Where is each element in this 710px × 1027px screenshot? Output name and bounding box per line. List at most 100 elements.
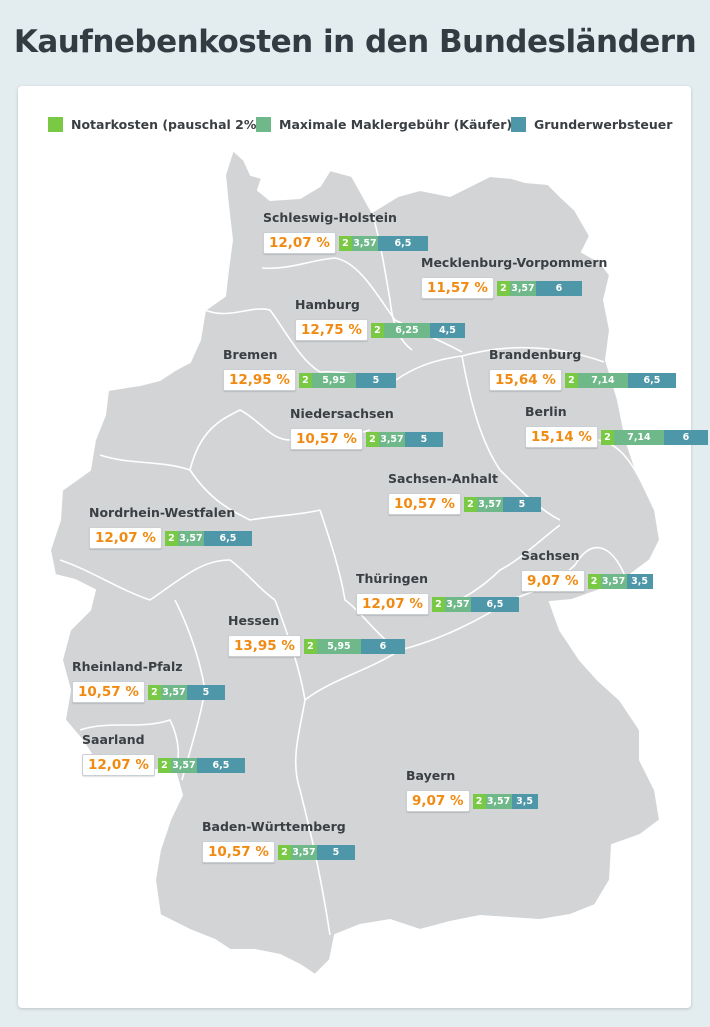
grunderwerb-segment: 5 xyxy=(355,373,396,388)
grunderwerb-segment: 5 xyxy=(316,845,355,860)
grunderwerb-segment: 5 xyxy=(186,685,225,700)
state-value-row: 10,57 % 2 3,57 5 xyxy=(388,493,541,515)
total-percent: 10,57 % xyxy=(72,681,145,703)
cost-bar: 2 3,57 5 xyxy=(365,432,443,447)
state-value-row: 12,07 % 2 3,57 6,5 xyxy=(263,232,428,254)
cost-bar: 2 7,14 6 xyxy=(600,430,708,445)
cost-bar: 2 6,25 4,5 xyxy=(370,323,465,338)
makler-segment: 3,57 xyxy=(600,574,627,589)
cost-bar: 2 3,57 6,5 xyxy=(164,531,252,546)
state-value-row: 12,95 % 2 5,95 5 xyxy=(223,369,396,391)
state-name: Sachsen-Anhalt xyxy=(388,471,498,486)
legend-label-grunderwerb: Grunderwerbsteuer xyxy=(534,117,673,132)
grunderwerb-segment: 3,5 xyxy=(626,574,653,589)
total-percent: 15,14 % xyxy=(525,426,598,448)
makler-segment: 3,57 xyxy=(177,531,204,546)
state-value-row: 15,14 % 2 7,14 6 xyxy=(525,426,708,448)
notar-segment: 2 xyxy=(463,497,477,512)
legend-swatch-grunderwerb xyxy=(511,117,526,132)
notar-segment: 2 xyxy=(365,432,379,447)
notar-segment: 2 xyxy=(496,281,510,296)
page-title: Kaufnebenkosten in den Bundesländern xyxy=(13,24,697,60)
state-value-row: 12,07 % 2 3,57 6,5 xyxy=(356,593,519,615)
notar-segment: 2 xyxy=(303,639,317,654)
state-value-row: 12,07 % 2 3,57 6,5 xyxy=(89,527,252,549)
makler-segment: 3,57 xyxy=(170,758,197,773)
total-percent: 12,75 % xyxy=(295,319,368,341)
grunderwerb-segment: 6 xyxy=(360,639,405,654)
makler-segment: 6,25 xyxy=(383,323,430,338)
total-percent: 15,64 % xyxy=(489,369,562,391)
legend: Notarkosten (pauschal 2%) Maximale Makle… xyxy=(0,117,710,137)
state-name: Bremen xyxy=(223,347,278,362)
notar-segment: 2 xyxy=(472,794,486,809)
state-value-row: 9,07 % 2 3,57 3,5 xyxy=(406,790,538,812)
state-name: Sachsen xyxy=(521,548,580,563)
state-value-row: 11,57 % 2 3,57 6 xyxy=(421,277,582,299)
state-name: Hamburg xyxy=(295,297,360,312)
cost-bar: 2 3,57 3,5 xyxy=(472,794,538,809)
notar-segment: 2 xyxy=(147,685,161,700)
total-percent: 10,57 % xyxy=(202,841,275,863)
state-name: Thüringen xyxy=(356,571,428,586)
grunderwerb-segment: 5 xyxy=(502,497,541,512)
notar-segment: 2 xyxy=(600,430,614,445)
notar-segment: 2 xyxy=(564,373,578,388)
total-percent: 9,07 % xyxy=(521,570,585,592)
grunderwerb-segment: 6 xyxy=(535,281,582,296)
notar-segment: 2 xyxy=(338,236,352,251)
makler-segment: 3,57 xyxy=(509,281,536,296)
cost-bar: 2 3,57 6,5 xyxy=(157,758,245,773)
cost-bar: 2 3,57 6 xyxy=(496,281,582,296)
legend-item-grunderwerb: Grunderwerbsteuer xyxy=(511,117,672,132)
makler-segment: 5,95 xyxy=(316,639,361,654)
grunderwerb-segment: 6,5 xyxy=(377,236,428,251)
notar-segment: 2 xyxy=(298,373,312,388)
notar-segment: 2 xyxy=(431,597,445,612)
state-value-row: 13,95 % 2 5,95 6 xyxy=(228,635,405,657)
grunderwerb-segment: 5 xyxy=(404,432,443,447)
total-percent: 11,57 % xyxy=(421,277,494,299)
notar-segment: 2 xyxy=(587,574,601,589)
total-percent: 10,57 % xyxy=(388,493,461,515)
legend-item-notar: Notarkosten (pauschal 2%) xyxy=(48,117,262,132)
grunderwerb-segment: 6,5 xyxy=(203,531,252,546)
legend-label-makler: Maximale Maklergebühr (Käufer) xyxy=(279,117,513,132)
state-value-row: 10,57 % 2 3,57 5 xyxy=(202,841,355,863)
grunderwerb-segment: 3,5 xyxy=(511,794,538,809)
state-value-row: 12,07 % 2 3,57 6,5 xyxy=(82,754,245,776)
legend-item-makler: Maximale Maklergebühr (Käufer) xyxy=(256,117,512,132)
cost-bar: 2 3,57 6,5 xyxy=(431,597,519,612)
cost-bar: 2 3,57 5 xyxy=(147,685,225,700)
state-name: Brandenburg xyxy=(489,347,582,362)
state-value-row: 9,07 % 2 3,57 3,5 xyxy=(521,570,653,592)
state-name: Rheinland-Pfalz xyxy=(72,659,183,674)
cost-bar: 2 3,57 6,5 xyxy=(338,236,428,251)
total-percent: 10,57 % xyxy=(290,428,363,450)
cost-bar: 2 5,95 6 xyxy=(303,639,405,654)
makler-segment: 3,57 xyxy=(290,845,317,860)
makler-segment: 3,57 xyxy=(160,685,187,700)
state-value-row: 12,75 % 2 6,25 4,5 xyxy=(295,319,465,341)
notar-segment: 2 xyxy=(370,323,384,338)
cost-bar: 2 7,14 6,5 xyxy=(564,373,676,388)
notar-segment: 2 xyxy=(277,845,291,860)
state-name: Nordrhein-Westfalen xyxy=(89,505,236,520)
grunderwerb-segment: 6,5 xyxy=(470,597,519,612)
notar-segment: 2 xyxy=(164,531,178,546)
total-percent: 12,95 % xyxy=(223,369,296,391)
makler-segment: 7,14 xyxy=(613,430,664,445)
total-percent: 12,07 % xyxy=(263,232,336,254)
state-name: Bayern xyxy=(406,768,456,783)
makler-segment: 5,95 xyxy=(311,373,356,388)
total-percent: 12,07 % xyxy=(82,754,155,776)
notar-segment: 2 xyxy=(157,758,171,773)
makler-segment: 3,57 xyxy=(351,236,378,251)
state-name: Niedersachsen xyxy=(290,406,394,421)
state-name: Schleswig-Holstein xyxy=(263,210,397,225)
makler-segment: 3,57 xyxy=(378,432,405,447)
makler-segment: 3,57 xyxy=(444,597,471,612)
state-value-row: 10,57 % 2 3,57 5 xyxy=(72,681,225,703)
state-name: Saarland xyxy=(82,732,145,747)
state-name: Baden-Württemberg xyxy=(202,819,346,834)
